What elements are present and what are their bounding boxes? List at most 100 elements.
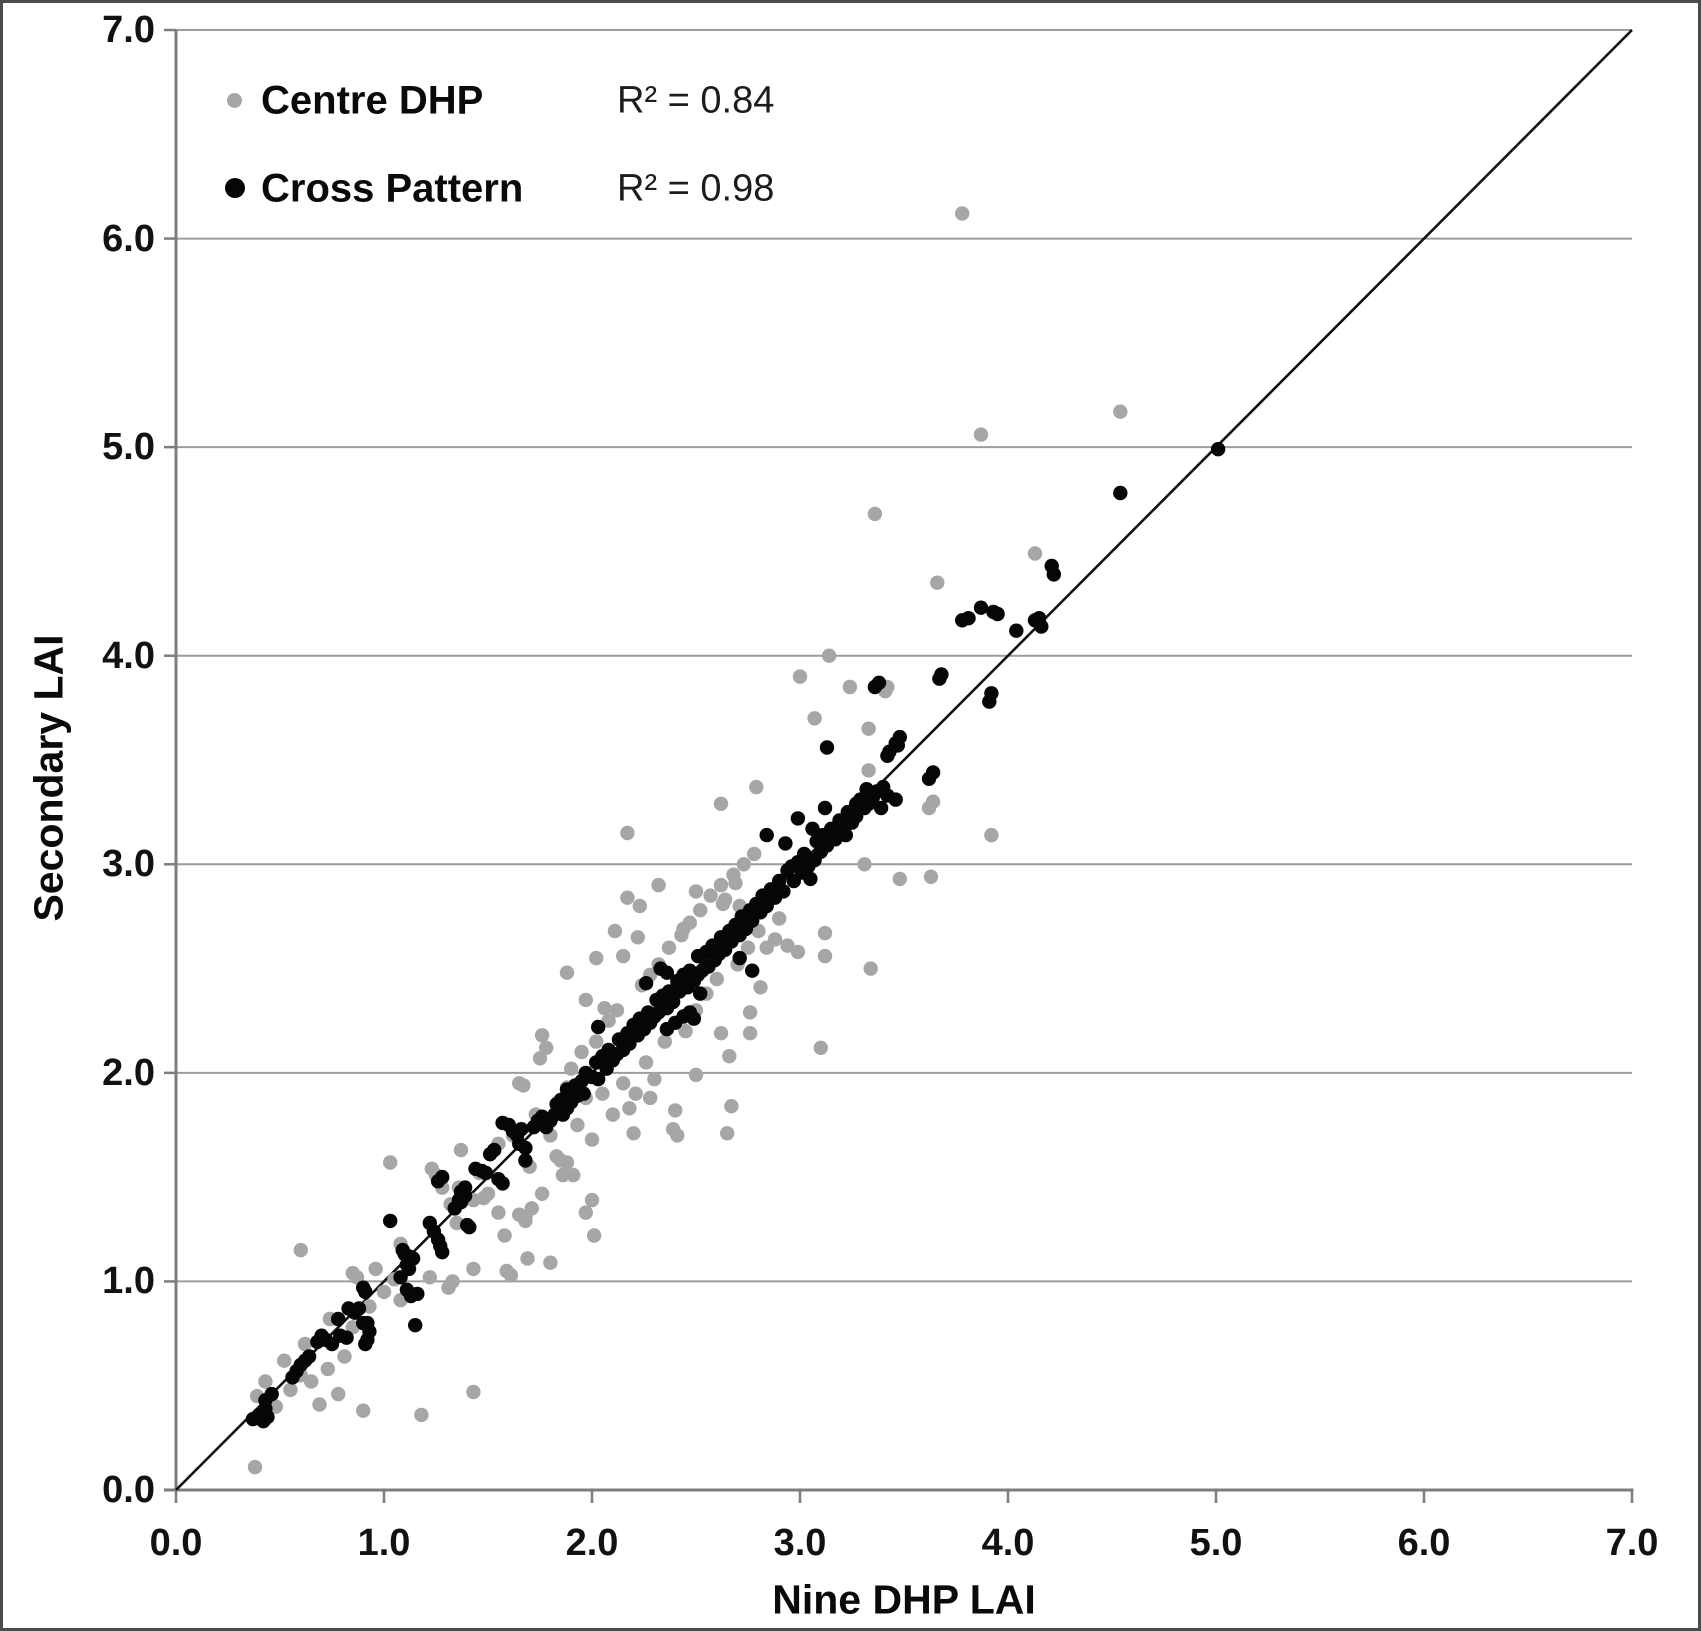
scatter-point [559, 965, 575, 980]
scatter-point [817, 925, 833, 941]
x-tick-label: 3.0 [773, 1522, 827, 1564]
scatter-point [817, 948, 833, 964]
scatter-point [584, 1132, 600, 1147]
x-tick-label: 4.0 [981, 1522, 1035, 1564]
scatter-point [555, 1167, 571, 1183]
scatter-point [747, 846, 762, 862]
scatter-point [277, 1353, 292, 1368]
scatter-point [410, 1286, 425, 1302]
scatter-point [863, 961, 878, 976]
scatter-point [383, 1213, 398, 1229]
scatter-point [356, 1403, 371, 1418]
x-tick-label: 6.0 [1397, 1522, 1451, 1564]
scatter-point [491, 1205, 506, 1220]
scatter-point [283, 1382, 298, 1398]
scatter-point [892, 871, 907, 887]
scatter-point [532, 1051, 548, 1066]
scatter-point [638, 976, 654, 991]
scatter-point [643, 1090, 658, 1106]
scatter-point [693, 903, 708, 918]
scatter-point [462, 1220, 477, 1235]
scatter-point [503, 1268, 519, 1283]
legend-marker-cross-pattern-icon [225, 178, 245, 198]
scatter-point [457, 1180, 473, 1195]
scatter-point [601, 1013, 616, 1028]
scatter-point [1113, 404, 1128, 419]
y-tick-label: 4.0 [102, 634, 155, 677]
scatter-point [740, 940, 756, 955]
scatter-point [480, 1186, 496, 1202]
scatter-point [1027, 546, 1043, 561]
scatter-point [973, 600, 989, 615]
scatter-point [368, 1261, 383, 1277]
scatter-point [790, 811, 806, 826]
scatter-point [466, 1384, 481, 1400]
scatter-point [803, 871, 818, 887]
scatter-point [607, 923, 623, 939]
y-tick-label: 2.0 [102, 1051, 155, 1094]
scatter-point [376, 1284, 392, 1300]
r-squared-cross-pattern: R² = 0.98 [617, 167, 775, 210]
scatter-point [1009, 623, 1024, 638]
scatter-point [857, 857, 872, 872]
scatter-point [453, 1142, 469, 1158]
scatter-point [780, 938, 795, 953]
scatter-point [297, 1336, 313, 1352]
scatter-point [405, 1251, 421, 1266]
x-tick-label: 0.0 [149, 1522, 203, 1564]
scatter-point [819, 740, 835, 755]
scatter-point [1113, 485, 1128, 501]
scatter-point [566, 1167, 581, 1183]
scatter-point [888, 792, 903, 807]
scatter-point [792, 669, 808, 684]
scatter-point [516, 1078, 531, 1093]
scatter-point [955, 206, 970, 221]
scatter-point [647, 1071, 662, 1087]
scatter-point [408, 1318, 423, 1333]
y-tick-label: 6.0 [102, 217, 155, 260]
scatter-point [709, 971, 724, 987]
scatter-point [331, 1386, 346, 1402]
scatter-point [973, 427, 989, 442]
x-tick-label: 2.0 [565, 1522, 619, 1564]
scatter-point [732, 950, 747, 966]
scatter-point [861, 721, 876, 736]
scatter-point [713, 1026, 729, 1041]
scatter-point [534, 1186, 550, 1202]
scatter-point [349, 1270, 365, 1285]
scatter-point [720, 1126, 735, 1141]
scatter-point [632, 898, 647, 914]
scatter-point [620, 890, 635, 905]
scatter-point [331, 1311, 346, 1327]
scatter-point [842, 679, 858, 695]
scatter-point [670, 1128, 685, 1143]
scatter-point [961, 611, 976, 626]
scatter-point [578, 992, 593, 1008]
scatter-point [838, 827, 853, 843]
scatter-point [925, 794, 941, 809]
scatter-point [445, 1274, 460, 1289]
scatter-point [312, 1397, 327, 1412]
scatter-point [478, 1165, 494, 1181]
scatter-point [487, 1142, 502, 1158]
scatter-point [422, 1270, 437, 1285]
scatter-point [351, 1301, 367, 1316]
identity-line [175, 29, 1633, 1491]
scatter-point [661, 940, 677, 955]
scatter-point [861, 763, 876, 778]
scatter-point [264, 1386, 279, 1402]
scatter-point [892, 729, 907, 745]
r-squared-centre-dhp: R² = 0.84 [617, 79, 775, 122]
scatter-point [591, 1071, 606, 1087]
y-tick-label: 7.0 [102, 9, 155, 51]
legend-label-centre-dhp: Centre DHP [261, 78, 484, 123]
series-points-cross-pattern [245, 442, 1226, 1429]
x-tick-label: 5.0 [1189, 1522, 1243, 1564]
y-tick-label: 5.0 [102, 426, 155, 469]
scatter-point [751, 923, 766, 939]
scatter-point [578, 1205, 593, 1220]
scatter-point [339, 1330, 354, 1345]
scatter-point [597, 1001, 612, 1016]
scatter-point [616, 1076, 631, 1091]
legend-marker-centre-dhp-icon [227, 93, 242, 108]
